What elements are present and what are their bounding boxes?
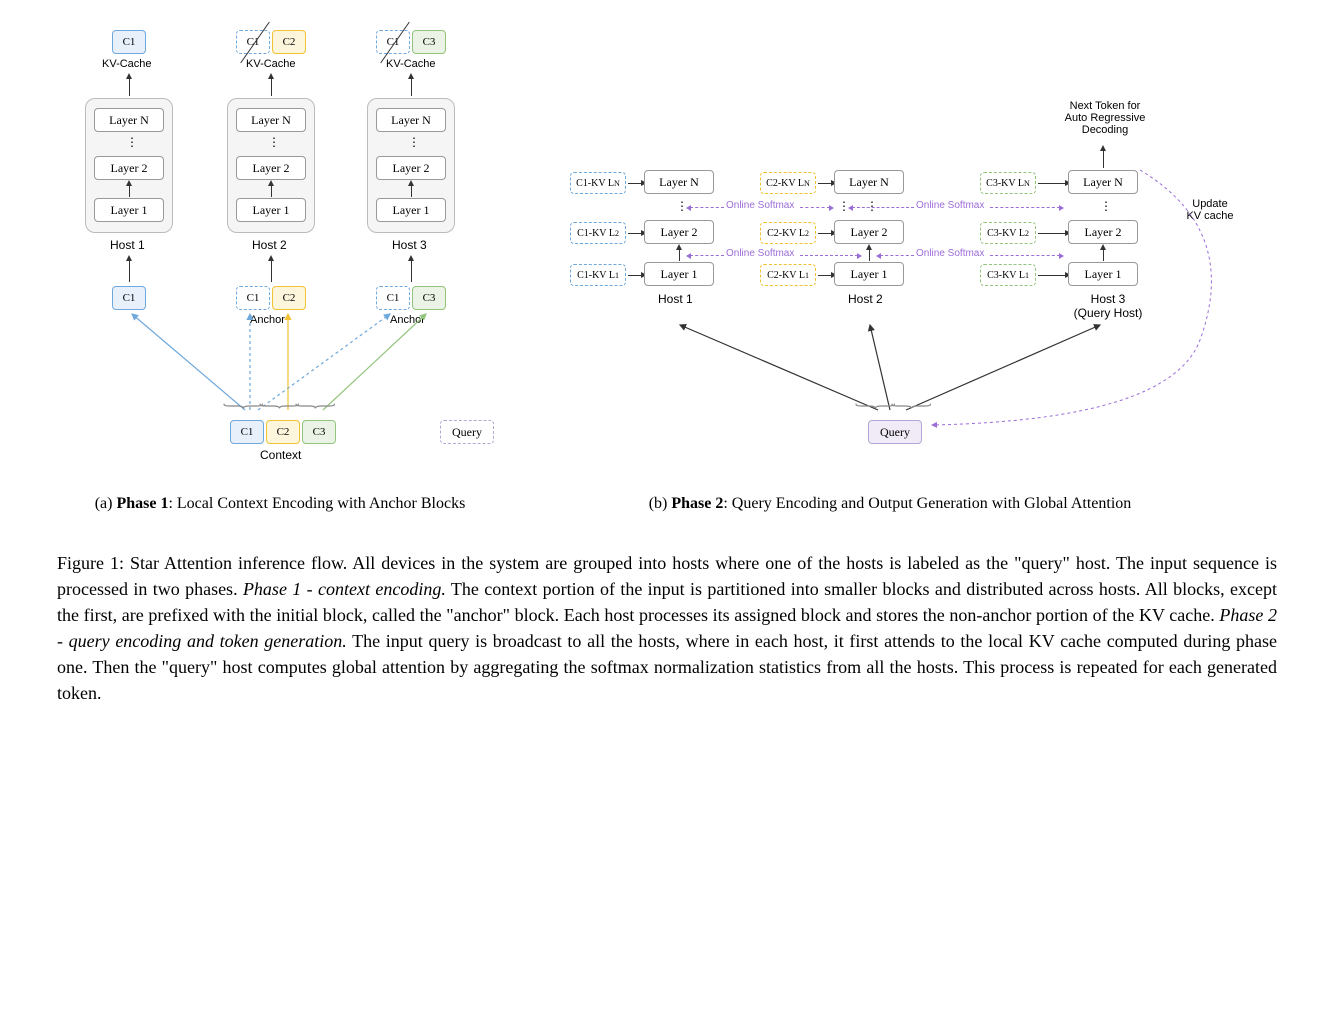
context-label: Context [260, 448, 301, 462]
arrow [129, 78, 130, 96]
h2-layerN: Layer N [236, 108, 306, 132]
next-token-label: Next Token for Auto Regressive Decoding [1050, 100, 1160, 136]
arrow [271, 260, 272, 282]
brace: } [883, 402, 937, 410]
figure-container: C1 KV-Cache C1 C2 KV-Cache C1 C3 KV-Cach… [50, 20, 1284, 520]
caption-a: (a) Phase 1: Local Context Encoding with… [80, 495, 480, 513]
arrow [411, 185, 412, 197]
panel-phase2: Next Token for Auto Regressive Decoding … [540, 20, 1260, 520]
h3-layerN: Layer N [376, 108, 446, 132]
mid-c1-h2: C1 [236, 286, 270, 310]
host1-label: Host 1 [110, 238, 145, 252]
mid-c1-h1: C1 [112, 286, 146, 310]
query-fanout [540, 140, 1260, 440]
h3-layer1: Layer 1 [376, 198, 446, 222]
arrow [129, 185, 130, 197]
query-box-a: Query [440, 420, 494, 444]
mid-c3-h3: C3 [412, 286, 446, 310]
vdots: ⋮ [408, 138, 420, 146]
kv-c3-host3: C3 [412, 30, 446, 54]
ctx-c2: C2 [266, 420, 300, 444]
kvcache-label-1: KV-Cache [102, 58, 152, 70]
query-box-b: Query [868, 420, 922, 444]
h1-layerN: Layer N [94, 108, 164, 132]
kv-c1-host3: C1 [376, 30, 410, 54]
mid-c2-h2: C2 [272, 286, 306, 310]
arrow [411, 78, 412, 96]
figure-caption: Figure 1: Star Attention inference flow.… [57, 550, 1277, 707]
caption-b: (b) Phase 2: Query Encoding and Output G… [580, 495, 1200, 513]
panel-phase1: C1 KV-Cache C1 C2 KV-Cache C1 C3 KV-Cach… [50, 20, 530, 520]
mid-c1-h3: C1 [376, 286, 410, 310]
host3-label: Host 3 [392, 238, 427, 252]
arrow [129, 260, 130, 282]
host2-label: Host 2 [252, 238, 287, 252]
ctx-c1: C1 [230, 420, 264, 444]
ctx-c3: C3 [302, 420, 336, 444]
h3-layer2: Layer 2 [376, 156, 446, 180]
h1-layer1: Layer 1 [94, 198, 164, 222]
arrow [271, 185, 272, 197]
h2-layer1: Layer 1 [236, 198, 306, 222]
kv-c2-host2: C2 [272, 30, 306, 54]
kvcache-label-2: KV-Cache [246, 58, 296, 70]
vdots: ⋮ [126, 138, 138, 146]
h2-layer2: Layer 2 [236, 156, 306, 180]
kv-c1-host2: C1 [236, 30, 270, 54]
brace: } [287, 402, 341, 410]
arrow [271, 78, 272, 96]
vdots: ⋮ [268, 138, 280, 146]
h1-layer2: Layer 2 [94, 156, 164, 180]
kvcache-label-3: KV-Cache [386, 58, 436, 70]
arrow [411, 260, 412, 282]
kv-c1-host1: C1 [112, 30, 146, 54]
